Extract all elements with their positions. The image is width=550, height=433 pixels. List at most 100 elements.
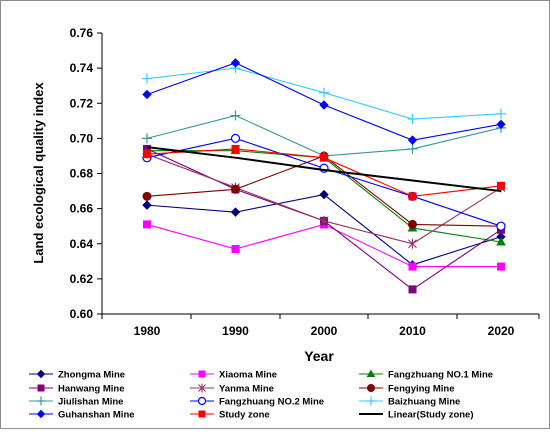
data-point xyxy=(320,153,328,162)
y-tick-label: 0.74 xyxy=(70,61,94,75)
legend-label: Fangzhuang NO.1 Mine xyxy=(388,370,493,381)
data-point xyxy=(408,219,417,229)
data-point xyxy=(319,215,329,226)
axes: 0.60 0.62 0.64 0.66 0.68 0.70 0.72 0.74 0.76 1980… xyxy=(70,26,540,338)
data-point xyxy=(496,236,506,246)
x-axis-title: Year xyxy=(304,348,334,364)
legend-label: Fengying Mine xyxy=(388,384,455,395)
x-tick-label: 2000 xyxy=(311,324,338,338)
legend-item: Guhanshan Mine xyxy=(29,410,135,421)
legend-item: Study zone xyxy=(190,410,270,421)
data-point xyxy=(496,221,506,231)
legend-marker xyxy=(36,369,46,379)
data-point xyxy=(407,143,418,154)
plot-area xyxy=(142,58,506,294)
legend-marker xyxy=(197,396,207,406)
legend-item: Fangzhuang NO.2 Mine xyxy=(190,397,324,408)
legend-marker xyxy=(367,384,375,392)
legend-marker xyxy=(37,384,45,392)
data-point xyxy=(408,238,417,249)
data-point xyxy=(407,114,418,125)
legend-item: Hanwang Mine xyxy=(29,384,125,395)
data-point xyxy=(142,89,152,100)
legend-item: Xiaoma Mine xyxy=(190,370,277,381)
legend-label: Hanwang Mine xyxy=(58,384,125,395)
legend-label: Baizhuang Mine xyxy=(388,397,460,408)
legend-marker xyxy=(198,383,206,393)
legend-marker xyxy=(198,370,206,378)
data-point xyxy=(142,73,152,84)
trend-line xyxy=(146,146,502,193)
data-point xyxy=(143,150,151,159)
y-tick-label: 0.72 xyxy=(70,96,94,110)
y-tick-label: 0.64 xyxy=(70,237,94,251)
data-point xyxy=(230,133,241,143)
y-tick-label: 0.70 xyxy=(70,131,94,145)
legend-label: Yanma Mine xyxy=(219,384,274,395)
y-axis-title: Land ecological quality index xyxy=(31,82,46,264)
legend-label: Guhanshan Mine xyxy=(58,410,135,421)
data-point xyxy=(142,191,152,201)
data-point xyxy=(497,181,505,190)
data-point xyxy=(231,184,240,194)
data-point xyxy=(230,58,241,68)
data-point xyxy=(497,262,505,271)
x-tick-label: 2020 xyxy=(488,324,515,338)
legend-marker xyxy=(366,369,376,377)
legend-label: Jiulishan Mine xyxy=(58,397,123,408)
data-point xyxy=(230,110,241,121)
series-zhongma-mine xyxy=(142,189,506,270)
data-point xyxy=(496,108,506,119)
series-xiaoma-mine xyxy=(143,220,505,271)
x-tick-label: 2010 xyxy=(399,324,426,338)
series-study-zone xyxy=(143,144,505,201)
y-tick-label: 0.66 xyxy=(70,202,94,216)
data-point xyxy=(496,119,506,130)
legend-label: Zhongma Mine xyxy=(58,370,125,381)
series-linear-study-zone xyxy=(146,146,502,193)
legend-marker xyxy=(36,396,46,406)
y-tick-label: 0.62 xyxy=(70,272,94,286)
legend-label: Study zone xyxy=(219,410,270,421)
series-guhanshan-mine xyxy=(142,58,506,145)
legend-item: Zhongma Mine xyxy=(29,370,125,381)
data-point xyxy=(142,200,152,210)
legend-item: Fengying Mine xyxy=(359,384,455,395)
legend-item: Linear(Study zone) xyxy=(359,410,474,421)
legend-marker xyxy=(36,409,46,419)
series-line xyxy=(146,193,502,266)
data-point xyxy=(408,262,417,271)
legend-marker xyxy=(366,396,376,406)
legend-label: Fangzhuang NO.2 Mine xyxy=(219,397,324,408)
data-point xyxy=(231,144,240,153)
data-point xyxy=(230,207,241,217)
data-point xyxy=(407,135,418,145)
legend-item: Baizhuang Mine xyxy=(359,396,460,408)
series-line xyxy=(146,223,501,268)
y-tick-label: 0.76 xyxy=(70,26,94,40)
data-point xyxy=(143,220,151,229)
legend-label: Linear(Study zone) xyxy=(388,410,474,421)
legend-item: Jiulishan Mine xyxy=(29,396,123,408)
legend-label: Xiaoma Mine xyxy=(219,370,277,381)
series-line xyxy=(146,114,502,157)
series-fangzhuang-no-2-mine xyxy=(142,133,506,231)
data-point xyxy=(231,245,240,254)
legend-item: Yanma Mine xyxy=(190,383,274,395)
x-tick-label: 1990 xyxy=(222,324,249,338)
x-tick-label: 1980 xyxy=(134,324,161,338)
data-point xyxy=(319,87,329,98)
series-baizhuang-mine xyxy=(142,63,506,125)
y-tick-label: 0.60 xyxy=(70,307,94,321)
legend-marker xyxy=(198,410,206,418)
data-point xyxy=(142,133,152,144)
legend-item: Fangzhuang NO.1 Mine xyxy=(359,370,493,381)
legend: Zhongma Mine Xiaoma Mine Fangzhuang NO.1 M… xyxy=(29,370,493,421)
data-point xyxy=(319,189,329,200)
data-point xyxy=(408,285,417,294)
data-point xyxy=(408,192,417,201)
y-tick-label: 0.68 xyxy=(70,167,94,181)
data-point xyxy=(319,100,329,110)
